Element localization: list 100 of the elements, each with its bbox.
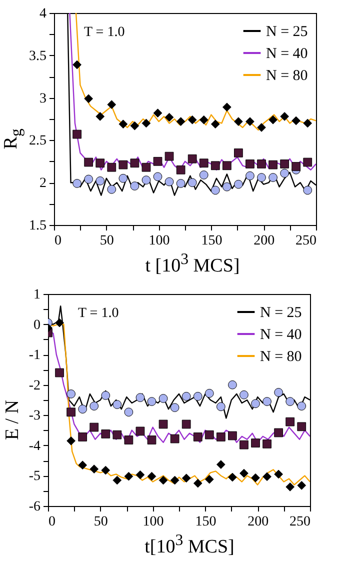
point	[164, 152, 174, 161]
point	[176, 165, 186, 174]
y-tick-label: 4	[40, 6, 46, 22]
point	[204, 475, 214, 484]
y-tick-label: 1	[34, 288, 40, 303]
point	[182, 392, 191, 402]
x-axis-title: t [10$^{3}$ MCS]	[144, 250, 241, 278]
point	[297, 422, 306, 432]
point	[136, 393, 145, 402]
point	[90, 423, 99, 432]
point	[204, 389, 214, 398]
x-tick-label: 150	[195, 514, 216, 530]
point	[158, 476, 168, 486]
point	[72, 60, 82, 70]
point	[170, 403, 180, 412]
point	[118, 160, 128, 170]
point	[280, 112, 289, 121]
point	[72, 130, 82, 139]
point	[96, 112, 105, 121]
point	[96, 158, 105, 168]
x-tick-label: 100	[148, 234, 170, 248]
point	[251, 438, 260, 448]
point	[130, 182, 140, 190]
point	[188, 154, 197, 164]
point	[153, 156, 162, 166]
y-tick-label: 3.5	[29, 48, 46, 64]
point	[240, 390, 248, 400]
point	[193, 392, 202, 402]
line-series	[75, 13, 316, 131]
point	[84, 158, 94, 167]
point	[136, 470, 145, 480]
point	[280, 160, 289, 168]
y-tick-label: 2	[40, 176, 46, 192]
point	[234, 148, 243, 158]
point	[136, 427, 145, 436]
point	[78, 404, 88, 414]
point	[246, 117, 254, 126]
annotation: T = 1.0	[84, 25, 125, 40]
point	[210, 120, 220, 129]
point	[199, 170, 208, 180]
point	[182, 420, 191, 429]
point	[176, 117, 186, 126]
point	[292, 116, 301, 126]
point	[142, 118, 151, 128]
x-tick-label: 50	[100, 234, 114, 248]
point	[274, 428, 283, 438]
point	[262, 472, 272, 482]
point	[112, 430, 122, 440]
point	[153, 108, 162, 118]
point	[286, 418, 295, 427]
point	[199, 158, 208, 168]
point	[268, 173, 278, 182]
point	[147, 472, 156, 482]
point	[72, 179, 82, 188]
point	[257, 160, 266, 168]
point	[107, 184, 116, 194]
point	[124, 472, 134, 482]
point	[292, 162, 301, 171]
point	[274, 388, 283, 398]
x-tick-label: 100	[142, 514, 164, 530]
x-tick-label: 200	[254, 234, 275, 248]
point	[118, 174, 128, 183]
point	[107, 162, 116, 172]
point	[234, 117, 243, 126]
point	[303, 118, 312, 128]
y-tick-label: -1	[28, 348, 40, 364]
point	[228, 380, 237, 390]
y-tick-label: -2	[28, 378, 40, 394]
point	[222, 182, 232, 192]
point	[84, 94, 94, 104]
point	[153, 172, 162, 182]
y-tick-label: 3	[40, 91, 46, 106]
point	[188, 178, 197, 188]
point	[96, 176, 105, 186]
point	[268, 115, 278, 124]
point	[262, 397, 272, 406]
point	[234, 180, 243, 189]
point	[176, 179, 186, 188]
point	[199, 115, 208, 124]
y-tick-label: -4	[28, 439, 40, 454]
point	[101, 430, 110, 439]
point	[90, 402, 99, 411]
point	[124, 436, 134, 445]
point	[188, 115, 197, 124]
y-tick-label: 1.5	[29, 218, 46, 234]
y-axis-title: E / N	[2, 400, 24, 440]
y-tick-label: -3	[28, 408, 40, 424]
point	[262, 440, 272, 449]
point	[55, 368, 64, 378]
point	[101, 391, 110, 400]
x-tick-label: 200	[248, 514, 269, 530]
y-tick-label: -5	[28, 470, 40, 485]
point	[66, 408, 76, 417]
point	[112, 476, 122, 486]
x-tick-label: 150	[201, 234, 222, 248]
legend-label: N = 80	[260, 349, 302, 366]
point	[297, 481, 306, 490]
point	[147, 397, 156, 406]
point	[130, 158, 140, 168]
point	[210, 186, 220, 195]
